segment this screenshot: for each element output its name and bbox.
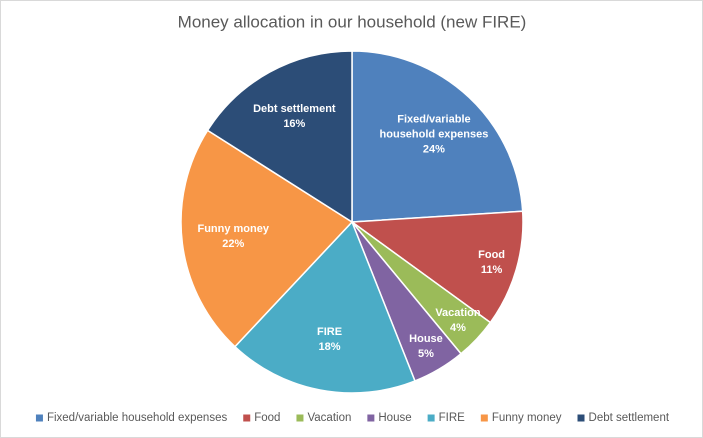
data-label: Funny money 22% xyxy=(173,222,293,252)
data-label-value: 16% xyxy=(283,118,306,131)
data-label-name: Fixed/variable household expenses xyxy=(379,113,489,141)
legend-label: FIRE xyxy=(439,412,466,424)
legend-label: Debt settlement xyxy=(589,412,670,424)
pie-slice xyxy=(233,220,416,394)
legend-swatch xyxy=(367,414,375,422)
legend-swatch xyxy=(243,414,251,422)
pie-slice xyxy=(206,50,353,224)
data-label-value: 4% xyxy=(450,322,466,335)
legend-swatch xyxy=(577,414,585,422)
data-label-name: FIRE xyxy=(317,325,343,338)
data-label: House 5% xyxy=(366,332,486,362)
data-label: Debt settlement 16% xyxy=(234,102,354,132)
legend: Fixed/variable household expenses Food Vac… xyxy=(35,412,670,424)
legend-label: Fixed/variable household expenses xyxy=(47,412,228,424)
legend-swatch xyxy=(296,414,304,422)
data-label-value: 18% xyxy=(318,340,341,353)
pie-slice xyxy=(180,129,354,348)
data-label: Food 11% xyxy=(432,248,552,278)
data-label: FIRE 18% xyxy=(270,325,390,355)
pie-slice xyxy=(349,210,524,324)
data-label-value: 11% xyxy=(480,263,503,276)
legend-swatch xyxy=(427,414,435,422)
legend-label: Funny money xyxy=(492,412,562,424)
data-label-name: Debt settlement xyxy=(253,103,336,116)
legend-label: Food xyxy=(254,412,280,424)
data-label-name: Funny money xyxy=(197,223,269,235)
data-label: Fixed/variable household expenses 24% xyxy=(374,112,494,157)
data-label-name: Food xyxy=(478,248,506,261)
data-label-value: 24% xyxy=(422,143,445,156)
data-label-name: House xyxy=(409,333,443,346)
legend-label: House xyxy=(378,412,411,424)
data-label: Vacation 4% xyxy=(398,306,518,336)
legend-label: Vacation xyxy=(307,412,351,424)
data-label-name: Vacation xyxy=(435,307,481,320)
data-label-value: 22% xyxy=(222,238,245,250)
chart-title: Money allocation in our household (new F… xyxy=(178,12,527,31)
legend-swatch xyxy=(480,414,488,422)
pie-slice xyxy=(351,50,524,223)
data-label-value: 5% xyxy=(418,348,434,361)
legend-swatch xyxy=(35,414,43,422)
